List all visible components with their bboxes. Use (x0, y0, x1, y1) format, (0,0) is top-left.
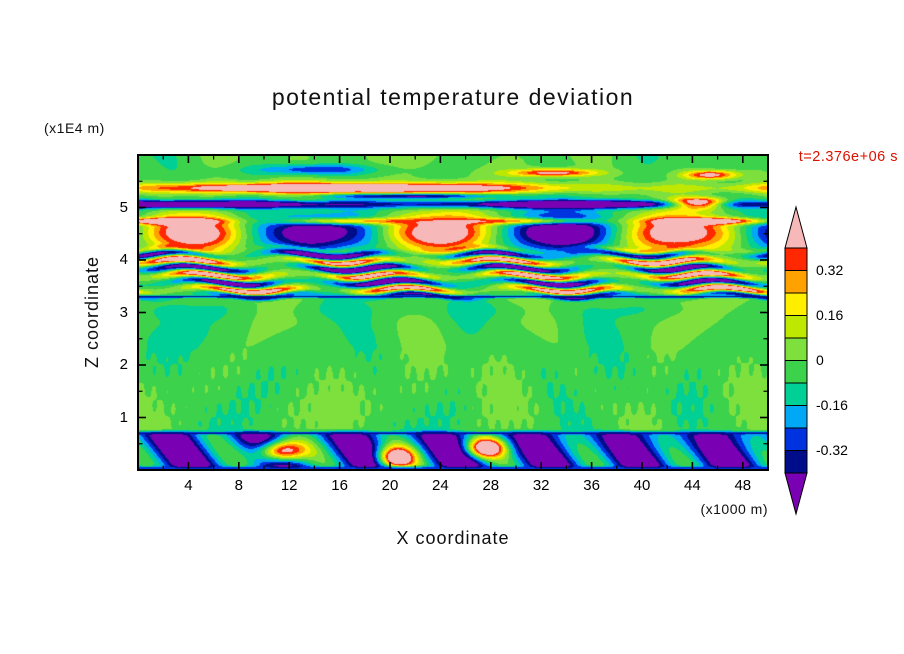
x-tick-label: 32 (532, 477, 550, 494)
colorbar-segment (784, 450, 808, 474)
y-tick-label: 3 (119, 303, 128, 321)
x-tick-label: 8 (234, 477, 243, 494)
colorbar-over-arrow (784, 205, 808, 249)
colorbar-segment (784, 315, 808, 339)
colorbar-tick-label: 0.16 (816, 306, 844, 323)
x-tick-label: 16 (331, 477, 348, 494)
x-tick-label: 44 (684, 477, 701, 494)
colorbar-segment (784, 292, 808, 316)
y-axis-units-label: (x1E4 m) (44, 120, 105, 136)
colorbar-tick-label: 0 (816, 351, 824, 368)
x-tick-label: 20 (381, 477, 399, 494)
x-tick-label: 36 (583, 477, 600, 494)
colorbar-segment (784, 427, 808, 451)
x-axis-units-label: (x1000 m) (700, 501, 768, 517)
x-tick-label: 40 (633, 477, 651, 494)
y-tick-label: 1 (119, 408, 128, 426)
colorbar-segment (784, 382, 808, 406)
y-tick-label: 2 (119, 356, 128, 373)
y-tick-label: 4 (119, 251, 128, 268)
colorbar-segment (784, 247, 808, 271)
colorbar-tick-label: 0.32 (816, 261, 844, 278)
colorbar-segment (784, 270, 808, 294)
x-tick-label: 48 (734, 477, 752, 494)
heatmap-field (138, 155, 768, 470)
x-tick-label: 4 (184, 477, 193, 494)
colorbar-tick-label: -0.16 (816, 396, 848, 413)
x-tick-label: 24 (432, 477, 449, 494)
colorbar-under-arrow (784, 472, 808, 516)
x-axis-title: X coordinate (396, 528, 510, 548)
x-tick-label: 28 (482, 477, 500, 494)
x-tick-label: 12 (280, 477, 298, 494)
colorbar-segment (784, 360, 808, 384)
colorbar-segment (784, 337, 808, 361)
timestamp-label: t=2.376e+06 s (798, 149, 898, 165)
colorbar-segment (784, 405, 808, 429)
plot-title: potential temperature deviation (271, 84, 635, 110)
colorbar-tick-label: -0.32 (816, 441, 848, 458)
y-tick-label: 5 (119, 198, 128, 216)
